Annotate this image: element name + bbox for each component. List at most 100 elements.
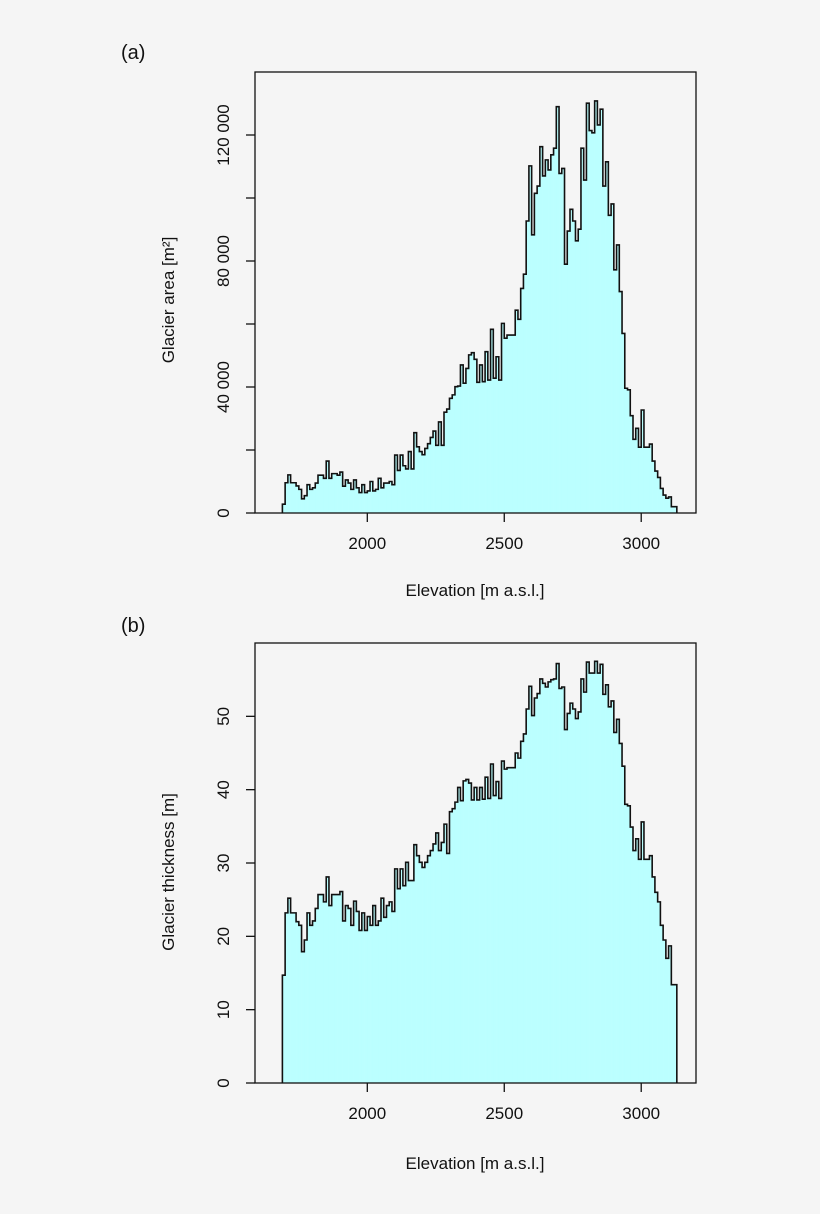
- histogram-bar: [463, 383, 467, 513]
- histogram-bar: [444, 824, 448, 1083]
- histogram-bar: [468, 783, 472, 1083]
- histogram-bar: [490, 764, 494, 1083]
- histogram-bar: [381, 898, 385, 1083]
- histogram-bar: [605, 161, 609, 513]
- histogram-bar: [474, 787, 478, 1083]
- histogram-bar: [654, 892, 658, 1083]
- histogram-bar: [315, 483, 319, 513]
- histogram-bar: [570, 209, 574, 513]
- histogram-bar: [507, 767, 511, 1083]
- histogram-bar: [646, 859, 650, 1083]
- y-tick-label: 80 000: [214, 235, 233, 287]
- histogram-bar: [608, 215, 612, 513]
- histogram-bar: [290, 482, 294, 513]
- histogram-bar: [633, 439, 637, 513]
- histogram-bar: [545, 687, 549, 1083]
- histogram-bar: [361, 912, 365, 1083]
- histogram-bar: [630, 827, 634, 1083]
- histogram-bar: [627, 389, 631, 513]
- histogram-bar: [361, 484, 365, 513]
- histogram-bar: [619, 743, 623, 1083]
- histogram-bar: [507, 335, 511, 513]
- histogram-bar: [654, 471, 658, 513]
- histogram-bar: [578, 711, 582, 1083]
- histogram-bar: [476, 382, 480, 513]
- histogram-bar: [509, 335, 513, 513]
- histogram-bar: [526, 709, 530, 1083]
- histogram-bar: [523, 274, 527, 513]
- histogram-bar: [550, 679, 554, 1083]
- histogram-bar: [624, 388, 628, 513]
- histogram-bar: [298, 925, 302, 1083]
- histogram-bar: [400, 868, 404, 1083]
- histogram-bar: [528, 686, 532, 1083]
- histogram-bar: [561, 168, 565, 513]
- histogram-bar: [298, 489, 302, 513]
- histogram-bar: [638, 859, 642, 1083]
- histogram-bar: [534, 698, 538, 1083]
- histogram-bar: [452, 808, 456, 1083]
- histogram-bar: [386, 905, 390, 1083]
- histogram-bar: [444, 412, 448, 513]
- histogram-bar: [619, 291, 623, 513]
- histogram-bar: [353, 479, 357, 513]
- y-axis-label-b: Glacier thickness [m]: [159, 793, 178, 951]
- histogram-bar: [304, 495, 308, 513]
- histogram-bar: [537, 186, 541, 513]
- histogram-bar: [331, 473, 335, 513]
- histogram-bar: [537, 693, 541, 1083]
- histogram-bar: [641, 409, 645, 513]
- histogram-bar: [468, 354, 472, 513]
- histogram-bar: [383, 483, 387, 513]
- histogram-bar: [296, 921, 300, 1083]
- histogram-bar: [309, 925, 313, 1083]
- histogram-bar: [307, 484, 311, 513]
- histogram-bar: [457, 787, 461, 1083]
- histogram-bar: [643, 859, 647, 1083]
- histogram-bar: [602, 186, 606, 513]
- plot-frame: [254, 71, 697, 514]
- histogram-bar: [556, 106, 560, 514]
- histogram-bar: [498, 798, 502, 1083]
- x-axis-label-b: Elevation [m a.s.l.]: [406, 1154, 545, 1173]
- histogram-bar: [580, 678, 584, 1083]
- histogram-bar: [482, 799, 486, 1083]
- histogram-bar: [542, 683, 546, 1083]
- histogram-bar: [605, 684, 609, 1083]
- histogram-bar: [356, 487, 360, 513]
- histogram-bar: [334, 894, 338, 1083]
- histogram-bar: [611, 203, 615, 514]
- histogram-bar: [296, 485, 300, 513]
- histogram-bar: [671, 984, 675, 1083]
- histogram-bar: [496, 356, 500, 513]
- histogram-bar: [646, 447, 650, 513]
- histogram-bar: [487, 380, 491, 513]
- histogram-bar: [328, 478, 332, 513]
- histogram-bar: [660, 925, 664, 1083]
- histogram-bar: [482, 381, 486, 513]
- histogram-bar: [334, 473, 338, 513]
- y-tick-label: 50: [214, 707, 233, 726]
- histogram-bar: [674, 984, 678, 1083]
- histogram-bar: [616, 719, 620, 1083]
- histogram-bar: [657, 477, 661, 513]
- panel-label-b: (b): [121, 615, 145, 637]
- histogram-bar: [471, 352, 475, 513]
- histogram-bar: [591, 132, 595, 514]
- histogram-bar: [660, 488, 664, 513]
- histogram-bar: [668, 496, 672, 513]
- histogram-bar: [649, 444, 653, 513]
- panel-label-a: (a): [121, 42, 145, 64]
- histogram-bar: [515, 310, 519, 513]
- histogram-bar: [671, 506, 675, 513]
- histogram-bar: [556, 663, 560, 1083]
- histogram-bar: [572, 709, 576, 1083]
- histogram-bar: [454, 386, 458, 513]
- histogram-bar: [416, 446, 420, 513]
- histogram-bar: [520, 288, 524, 513]
- histogram-bar: [501, 761, 505, 1083]
- histogram-bar: [663, 940, 667, 1083]
- histogram-bar: [504, 338, 508, 513]
- histogram-bar: [449, 398, 453, 513]
- histogram-bar: [460, 364, 464, 513]
